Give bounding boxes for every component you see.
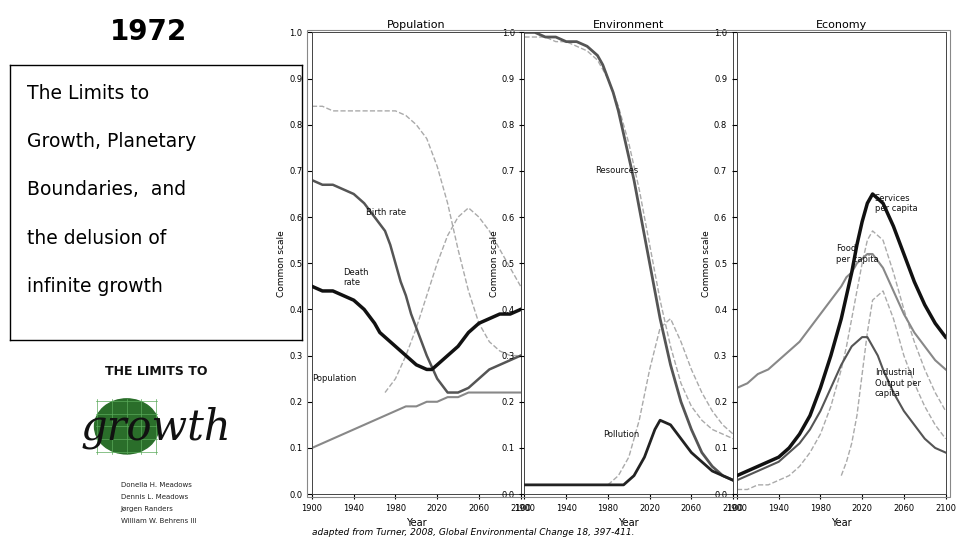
Text: Dennis L. Meadows: Dennis L. Meadows [121, 494, 188, 500]
Title: Population: Population [387, 20, 445, 30]
Text: Death
rate: Death rate [344, 268, 369, 287]
Text: Population: Population [312, 374, 356, 383]
X-axis label: Year: Year [618, 518, 639, 528]
Text: Industrial
Output per
capita: Industrial Output per capita [875, 368, 921, 398]
X-axis label: Year: Year [831, 518, 852, 528]
Text: Jørgen Randers: Jørgen Randers [121, 506, 174, 512]
Title: Environment: Environment [593, 20, 664, 30]
Y-axis label: Common scale: Common scale [702, 230, 711, 296]
Text: Pollution: Pollution [603, 430, 639, 438]
X-axis label: Year: Year [406, 518, 426, 528]
Text: Growth, Planetary: Growth, Planetary [27, 132, 197, 151]
Text: The Limits to: The Limits to [27, 84, 150, 103]
Text: the delusion of: the delusion of [27, 228, 166, 248]
Text: William W. Behrens III: William W. Behrens III [121, 518, 197, 524]
Text: Birth rate: Birth rate [367, 208, 406, 217]
Ellipse shape [94, 399, 159, 454]
Text: growth: growth [81, 407, 231, 449]
Text: Donella H. Meadows: Donella H. Meadows [121, 482, 192, 488]
Title: Economy: Economy [816, 20, 867, 30]
Text: Resources: Resources [595, 166, 638, 176]
Text: Food
per capita: Food per capita [836, 244, 878, 264]
Text: Boundaries,  and: Boundaries, and [27, 180, 186, 199]
Text: adapted from Turner, 2008, Global Environmental Change 18, 397-411.: adapted from Turner, 2008, Global Enviro… [312, 528, 635, 537]
Y-axis label: Common scale: Common scale [490, 230, 499, 296]
Text: THE LIMITS TO: THE LIMITS TO [105, 365, 207, 378]
Y-axis label: Common scale: Common scale [277, 230, 286, 296]
Text: infinite growth: infinite growth [27, 277, 163, 296]
Text: Services
per capita: Services per capita [875, 193, 918, 213]
Text: 1972: 1972 [110, 18, 187, 46]
